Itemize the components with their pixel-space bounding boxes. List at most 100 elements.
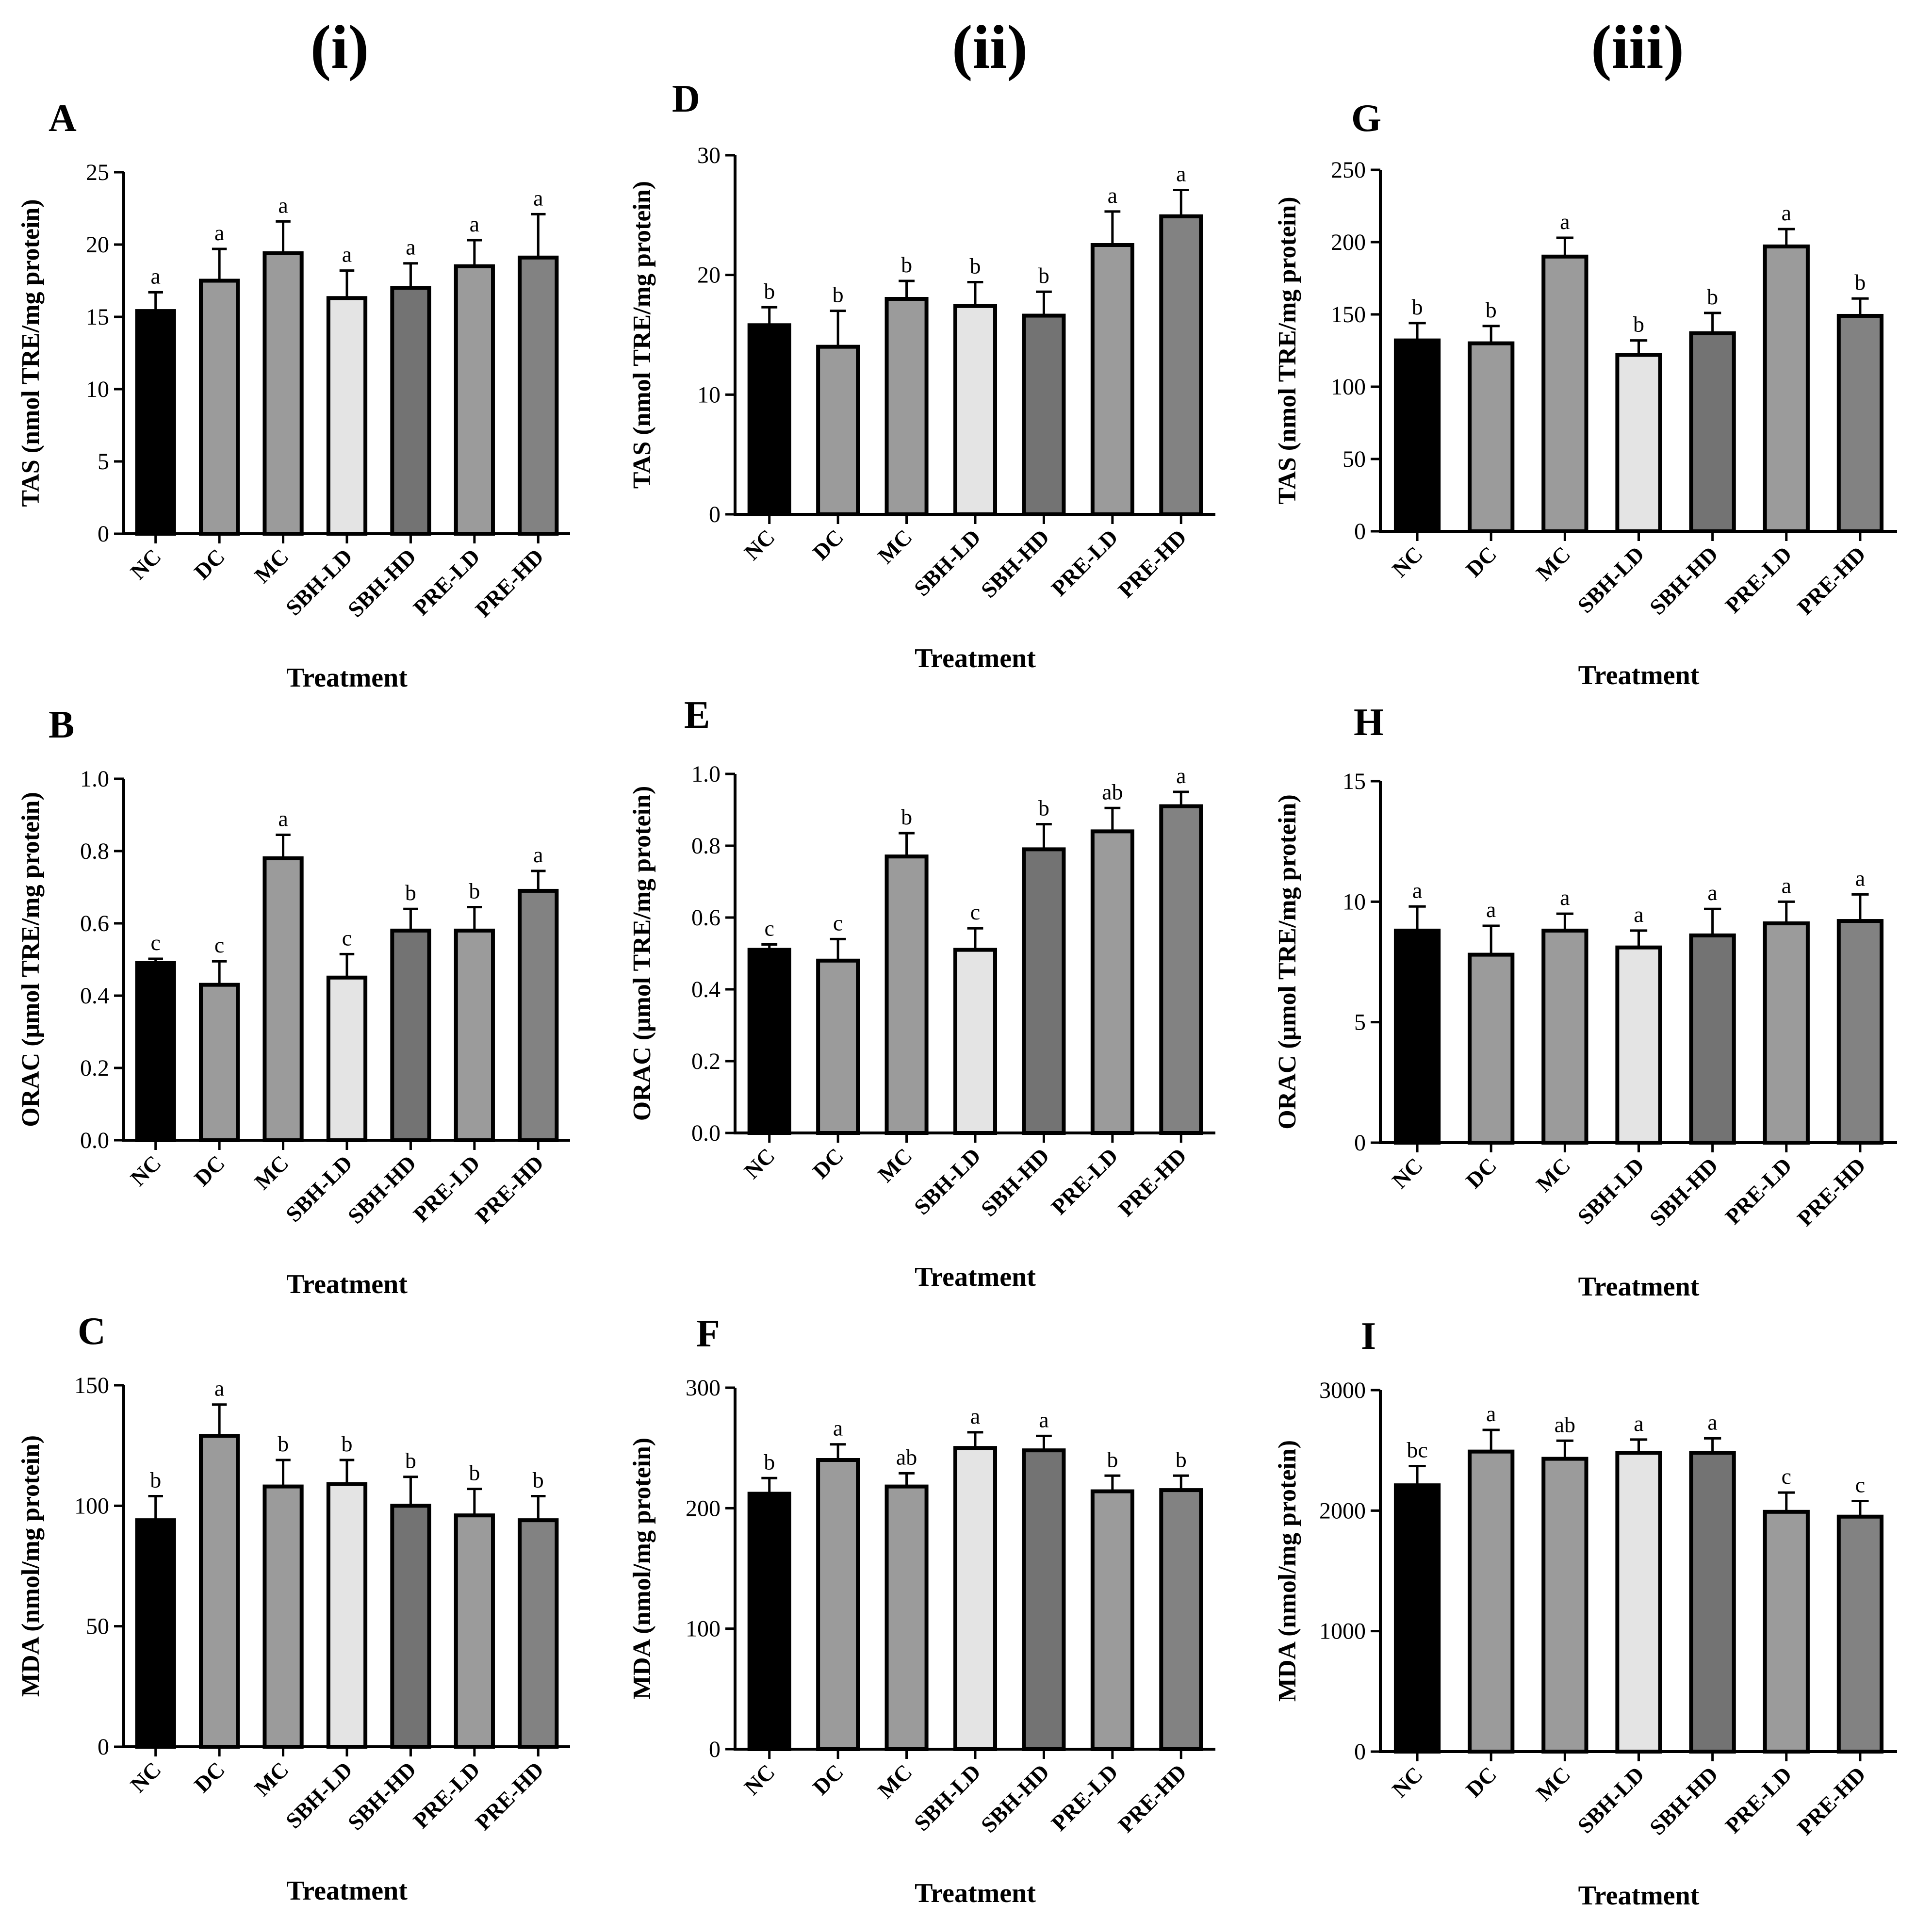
x-tick-label: PRE-HD bbox=[471, 544, 549, 622]
significance-label: b bbox=[970, 253, 981, 278]
chart-panel-d: D TAS (nmol TRE/mg protein) 0 10 20 30 b NC b DC b… bbox=[628, 78, 1215, 673]
bar-pre-hd bbox=[1836, 1514, 1884, 1754]
x-tick-label: DC bbox=[808, 1143, 848, 1183]
x-tick-label: MC bbox=[249, 1150, 293, 1194]
bar-pre-hd bbox=[1836, 919, 1884, 1145]
significance-label: a bbox=[1634, 902, 1643, 927]
y-tick-label: 0.6 bbox=[691, 905, 720, 931]
x-tick-label: MC bbox=[873, 1143, 917, 1187]
bar-mc bbox=[1541, 928, 1588, 1145]
x-tick-label: DC bbox=[1461, 1153, 1501, 1193]
chart-panel-i: I MDA (nmol/mg protein) 0 1000 2000 3000 bc NC a… bbox=[1274, 1315, 1897, 1911]
y-tick-label: 0.0 bbox=[691, 1120, 720, 1146]
x-tick-label: MC bbox=[249, 1757, 293, 1801]
x-tick-label: DC bbox=[808, 525, 848, 565]
significance-label: b bbox=[1854, 270, 1866, 295]
y-tick-label: 200 bbox=[686, 1495, 720, 1521]
x-tick-label: SBH-LD bbox=[909, 525, 985, 601]
significance-label: ab bbox=[1102, 779, 1123, 804]
bar-dc bbox=[1468, 341, 1515, 533]
y-tick-label: 0.2 bbox=[691, 1049, 720, 1074]
bar-nc bbox=[747, 948, 791, 1135]
bar-sbh-ld bbox=[326, 1482, 368, 1749]
x-axis-label: Treatment bbox=[915, 1262, 1036, 1292]
significance-label: a bbox=[342, 242, 352, 267]
bar-pre-ld bbox=[1090, 243, 1134, 516]
x-tick-label: SBH-LD bbox=[1572, 1762, 1649, 1838]
significance-label: a bbox=[1560, 209, 1570, 234]
y-tick-label: 0.8 bbox=[691, 833, 720, 859]
significance-label: b bbox=[342, 1431, 353, 1456]
panel-letter: H bbox=[1354, 701, 1384, 744]
x-tick-label: SBH-LD bbox=[1572, 541, 1649, 618]
panel-letter: I bbox=[1361, 1315, 1376, 1358]
bar-pre-ld bbox=[1763, 921, 1810, 1145]
y-tick-label: 0.4 bbox=[80, 983, 109, 1009]
bar-pre-hd bbox=[1159, 214, 1203, 516]
bar-mc bbox=[884, 297, 929, 516]
significance-label: a bbox=[406, 235, 415, 260]
y-tick-label: 15 bbox=[1343, 769, 1366, 794]
significance-label: a bbox=[151, 263, 161, 288]
y-tick-label: 0.2 bbox=[80, 1055, 109, 1081]
chart-panel-g: G TAS (nmol TRE/mg protein) 0 50 100 150 200 25… bbox=[1274, 97, 1897, 690]
x-tick-label: SBH-LD bbox=[281, 544, 357, 620]
y-tick-label: 20 bbox=[86, 232, 109, 258]
y-tick-label: 25 bbox=[86, 160, 109, 185]
significance-label: b bbox=[1176, 1447, 1187, 1472]
x-tick-label: PRE-LD bbox=[1047, 1143, 1123, 1219]
x-tick-label: MC bbox=[1531, 541, 1575, 585]
bar-sbh-ld bbox=[953, 948, 998, 1135]
bar-mc bbox=[262, 1484, 304, 1749]
bar-dc bbox=[1468, 952, 1515, 1145]
x-tick-label: SBH-HD bbox=[976, 1143, 1054, 1221]
y-tick-label: 5 bbox=[1354, 1010, 1366, 1035]
x-tick-label: NC bbox=[739, 1759, 780, 1800]
y-tick-label: 3000 bbox=[1319, 1378, 1366, 1403]
x-tick-label: SBH-HD bbox=[343, 544, 421, 622]
significance-label: a bbox=[214, 220, 224, 245]
y-tick-label: 5 bbox=[98, 449, 109, 475]
chart-panel-b: B ORAC (μmol TRE/mg protein) 0.0 0.2 0.4 0.6 0… bbox=[17, 704, 570, 1299]
significance-label: c bbox=[1782, 1464, 1791, 1489]
bar-pre-ld bbox=[1090, 829, 1134, 1135]
column-header-i: (i) bbox=[311, 13, 369, 82]
significance-label: a bbox=[1782, 873, 1791, 898]
significance-label: c bbox=[1855, 1472, 1865, 1497]
y-tick-label: 0.8 bbox=[80, 838, 109, 864]
y-tick-label: 0 bbox=[709, 1737, 720, 1762]
bar-nc bbox=[135, 1518, 176, 1749]
x-tick-label: DC bbox=[189, 1150, 229, 1191]
significance-label: a bbox=[278, 806, 288, 831]
x-tick-label: PRE-HD bbox=[1792, 541, 1870, 620]
x-tick-label: NC bbox=[1387, 1153, 1427, 1193]
panel-letter: B bbox=[49, 704, 74, 746]
y-tick-label: 50 bbox=[1343, 446, 1366, 472]
y-axis-label: TAS (nmol TRE/mg protein) bbox=[17, 199, 45, 507]
x-tick-label: SBH-LD bbox=[281, 1150, 357, 1227]
y-tick-label: 0 bbox=[98, 521, 109, 547]
significance-label: b bbox=[1633, 312, 1644, 337]
x-tick-label: PRE-LD bbox=[1720, 1762, 1797, 1838]
significance-label: b bbox=[1412, 295, 1423, 319]
x-axis-label: Treatment bbox=[1578, 1881, 1700, 1911]
significance-label: a bbox=[833, 1416, 843, 1441]
bar-dc bbox=[199, 1434, 240, 1749]
y-axis-label: MDA (nmol/mg protein) bbox=[17, 1435, 45, 1697]
chart-panel-a: A TAS (nmol TRE/mg protein) 0 5 10 15 20 25 a NC a… bbox=[17, 97, 570, 693]
bar-sbh-hd bbox=[1022, 1448, 1066, 1751]
y-tick-label: 30 bbox=[697, 143, 720, 168]
y-axis-label: ORAC (μmol TRE/mg protein) bbox=[628, 786, 656, 1121]
significance-label: b bbox=[1038, 796, 1049, 820]
bar-dc bbox=[199, 279, 240, 536]
bar-sbh-ld bbox=[1615, 353, 1662, 533]
y-tick-label: 1.0 bbox=[691, 761, 720, 787]
x-tick-label: PRE-HD bbox=[471, 1757, 549, 1835]
bar-dc bbox=[816, 958, 860, 1135]
y-tick-label: 50 bbox=[86, 1614, 109, 1640]
y-tick-label: 10 bbox=[1343, 889, 1366, 915]
bar-pre-ld bbox=[1763, 1509, 1810, 1754]
x-tick-label: MC bbox=[1531, 1762, 1575, 1805]
x-tick-label: MC bbox=[873, 525, 917, 568]
bar-sbh-ld bbox=[326, 296, 368, 536]
